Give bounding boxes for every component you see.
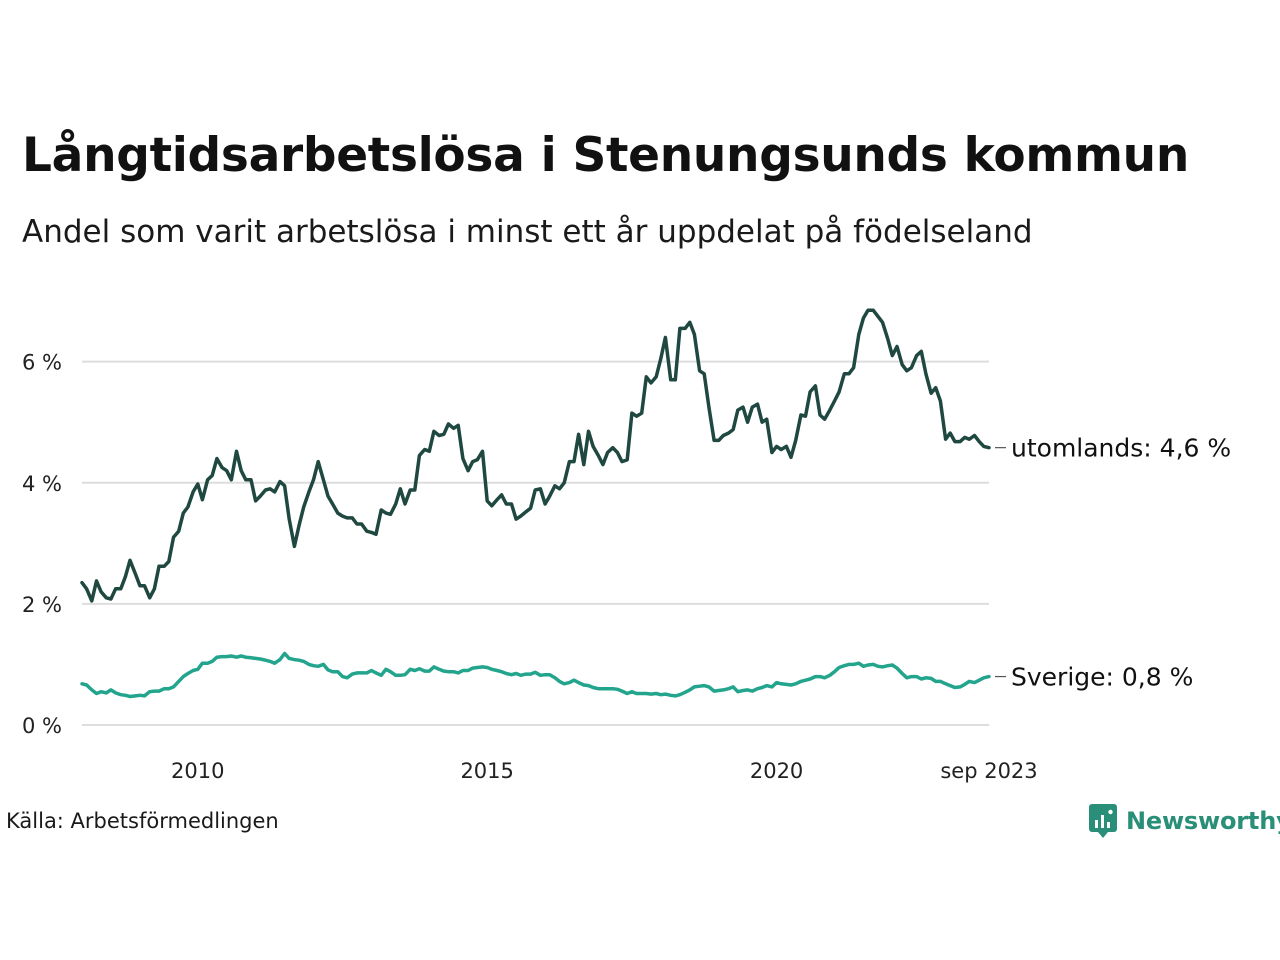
series <box>80 308 991 699</box>
series-end-label: Sverige: 0,8 % <box>1011 663 1193 692</box>
series-line-utomlands <box>80 308 991 603</box>
source-note: Källa: Arbetsförmedlingen <box>6 809 279 833</box>
y-tick-label: 2 % <box>22 593 62 617</box>
grid <box>82 360 989 726</box>
chart-title: Långtidsarbetslösa i Stenungsunds kommun <box>22 128 1189 183</box>
brand-logo: Newsworthy <box>1088 803 1280 839</box>
x-tick-label: 2010 <box>171 759 224 783</box>
brand-name: Newsworthy <box>1126 807 1280 835</box>
x-axis-ticks: 2010 2015 2020 sep 2023 <box>171 759 1038 783</box>
y-tick-label: 6 % <box>22 351 62 375</box>
chart-subtitle: Andel som varit arbetslösa i minst ett å… <box>22 214 1033 250</box>
newsworthy-logo-icon <box>1089 804 1117 838</box>
y-tick-label: 4 % <box>22 472 62 496</box>
y-axis-ticks: 0 % 2 % 4 % 6 % <box>22 351 62 738</box>
series-line-sverige <box>80 651 991 699</box>
x-tick-label: 2015 <box>460 759 513 783</box>
x-tick-label: sep 2023 <box>940 759 1037 783</box>
line-chart: 0 % 2 % 4 % 6 % 2010 2015 2020 sep 2023 utomla… <box>22 308 1231 783</box>
x-tick-label: 2020 <box>750 759 803 783</box>
series-end-labels: utomlands: 4,6 % Sverige: 0,8 % <box>995 434 1231 692</box>
y-tick-label: 0 % <box>22 714 62 738</box>
series-end-label: utomlands: 4,6 % <box>1011 434 1231 463</box>
